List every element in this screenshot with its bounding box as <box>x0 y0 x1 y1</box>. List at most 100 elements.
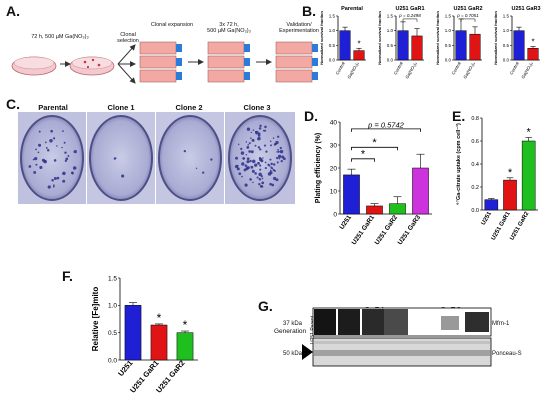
colony <box>73 149 77 154</box>
x-tick-label: Ga(NO₃)₃ <box>462 61 476 80</box>
colony <box>34 156 38 161</box>
step1-label: 72 h, 500 µM Ga(NO₃)₃ <box>31 34 89 40</box>
bar <box>521 140 536 211</box>
y-tick-label: 1.0 <box>108 303 117 310</box>
y-tick-label: 1.0 <box>503 28 510 33</box>
colony <box>254 172 257 175</box>
colony <box>282 157 286 161</box>
western-blot <box>302 307 492 367</box>
colony <box>270 162 273 166</box>
colony <box>271 183 275 187</box>
ponceau-band <box>314 350 490 356</box>
colony <box>279 149 284 154</box>
generation-label: Generation <box>274 328 307 335</box>
colony <box>240 147 243 150</box>
colony <box>32 158 35 161</box>
panel-f-label: F. <box>62 268 73 284</box>
colony <box>259 124 262 128</box>
x-tick-label: U251 <box>116 359 134 379</box>
clonal-expansion-label: Clonal expansion <box>150 22 194 28</box>
y-tick-label: 0.2 <box>471 185 479 191</box>
y-tick-label: 1.0 <box>387 28 394 33</box>
colony <box>264 125 267 129</box>
colony <box>49 139 53 143</box>
colony <box>39 165 43 170</box>
colony <box>44 141 47 144</box>
colony <box>38 143 42 147</box>
colony <box>53 184 55 187</box>
comparison-bracket <box>351 128 421 132</box>
colony <box>210 158 213 161</box>
y-tick-label: 1.5 <box>329 14 336 19</box>
plate-clone2 <box>158 115 222 201</box>
colony <box>61 146 63 149</box>
band-gar2-3 <box>465 312 489 332</box>
colony <box>236 167 240 171</box>
x-tick-label: U251 GaR2 <box>509 210 530 241</box>
colony <box>242 157 245 160</box>
bar <box>469 33 481 61</box>
y-tick-label: 0.0 <box>503 58 510 63</box>
colony <box>275 156 279 160</box>
colony <box>269 158 272 161</box>
panel-g-label: G. <box>258 298 273 314</box>
colony <box>277 150 280 153</box>
colony <box>258 156 262 160</box>
colony <box>47 149 50 152</box>
band-upper-label: Mfrn-1 <box>492 321 510 327</box>
panel-c-label: C. <box>6 96 20 112</box>
colony <box>258 183 261 186</box>
chart-b-parental: Parental 0.0 0.5 1.0 1.5 Normalized survival … <box>319 6 366 80</box>
colony <box>235 156 238 160</box>
y-tick-label: 0.5 <box>108 330 117 337</box>
comparison-bracket <box>460 18 476 22</box>
y-tick-label: 1.5 <box>108 275 117 282</box>
colony <box>273 176 277 181</box>
colony <box>56 145 58 147</box>
colony <box>41 158 46 162</box>
bar <box>513 30 525 61</box>
y-axis-label: Normalized survival fraction <box>377 11 382 65</box>
p-value: p = 0.5742 <box>367 120 404 129</box>
significance-star: * <box>361 148 366 160</box>
y-tick-label: 0 <box>333 211 337 218</box>
chart-b-gar1: U251 GaR1 0.0 0.5 1.0 1.5 Normalized survival… <box>377 6 425 80</box>
y-axis-label: Plating efficiency (%) <box>315 133 322 203</box>
y-axis-label: Normalized survival fraction <box>319 11 324 65</box>
colony <box>248 150 251 153</box>
colony <box>252 129 255 131</box>
chart-title: U251 GaR2 <box>453 6 482 12</box>
significance-star: * <box>527 127 532 139</box>
colony <box>63 141 66 144</box>
arrow-marker <box>302 344 313 360</box>
flask-stack-3 <box>275 41 318 83</box>
colony <box>275 140 279 145</box>
colony <box>53 159 57 162</box>
bar <box>389 203 406 215</box>
colony <box>259 168 262 171</box>
colony <box>241 175 243 178</box>
colony <box>268 165 271 167</box>
colony <box>274 170 276 172</box>
comparison-bracket <box>351 158 375 162</box>
colony <box>261 181 265 185</box>
x-tick-label: U251 <box>481 210 494 226</box>
colony <box>250 165 254 169</box>
panel-e-label: E. <box>452 108 466 124</box>
colony <box>71 172 74 175</box>
significance-star: * <box>357 39 360 48</box>
plate-clone1 <box>89 115 153 201</box>
colony <box>264 161 267 164</box>
colony <box>263 144 267 147</box>
chart-b-gar2: U251 GaR2 0.0 0.5 1.0 1.5 Normalized survival… <box>435 6 483 80</box>
validation-label: Validation/ Experimentation <box>279 22 319 34</box>
x-tick-label: U251 <box>338 214 353 231</box>
colony <box>267 172 272 176</box>
y-tick-label: 0.5 <box>387 43 394 48</box>
band-lower-label: Ponceau-S <box>492 351 522 357</box>
colony <box>62 130 64 133</box>
x-tick-label: U251 GaR2 <box>374 214 400 246</box>
colony <box>269 182 272 186</box>
colony <box>264 167 267 170</box>
treatment-label: 3x 72 h, 500 µM Ga(NO₃)₃ <box>207 22 251 34</box>
